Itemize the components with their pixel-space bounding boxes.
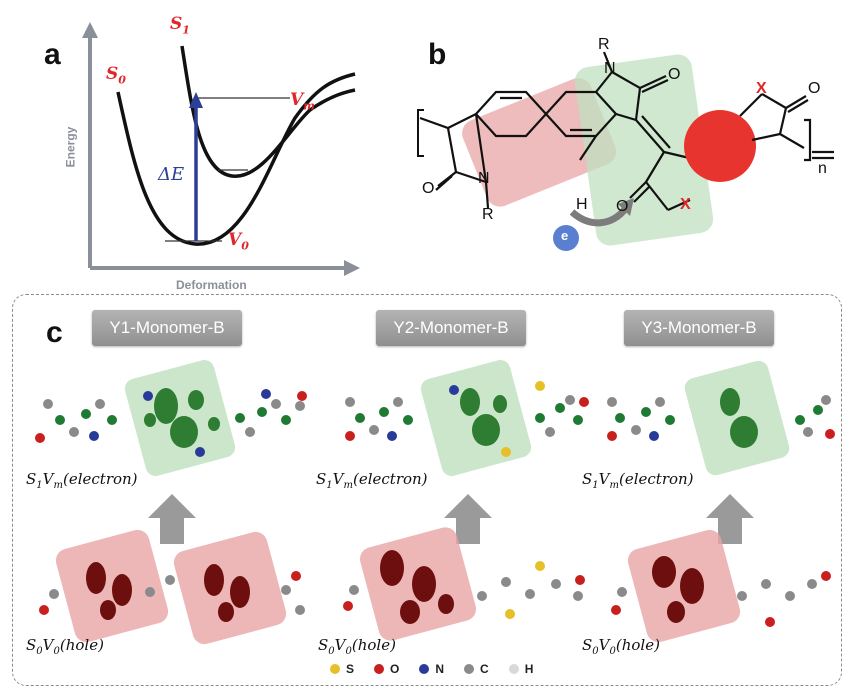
legend-dot-s xyxy=(330,664,340,674)
legend-dot-c xyxy=(464,664,475,674)
tag-y1: Y1-Monomer-B xyxy=(92,310,242,346)
vm-label: Vm xyxy=(290,90,315,113)
atom-r-bottom: R xyxy=(482,206,494,223)
right-lactam xyxy=(595,51,669,122)
tag-y3: Y3-Monomer-B xyxy=(624,310,774,346)
atom-o-right: O xyxy=(808,80,821,97)
y3-hole-molecule xyxy=(611,529,831,643)
panel-c-frame xyxy=(12,294,842,686)
legend-label-c: C xyxy=(480,662,489,676)
y1-hole-molecule xyxy=(39,529,305,645)
atom-n-top: N xyxy=(604,60,616,77)
bridge-double-bond xyxy=(629,115,699,212)
legend-label-s: S xyxy=(346,662,355,676)
electron-transfer-arrow xyxy=(569,205,629,227)
y1-electron-molecule xyxy=(35,360,307,476)
y1-electron-state-label: S1Vm(electron) xyxy=(26,470,138,491)
atom-n-bottom: N xyxy=(478,170,490,187)
y3-hole-state-label: S0V0(hole) xyxy=(582,636,660,657)
legend-item-h: H xyxy=(508,662,534,676)
panel-c-letter: c xyxy=(46,316,63,349)
panel-b-letter: b xyxy=(428,38,447,71)
atom-h: H xyxy=(576,196,588,213)
atom-o-top: O xyxy=(668,66,681,83)
v0-label: V0 xyxy=(228,230,249,253)
s0-curve xyxy=(116,72,356,246)
red-core-circle xyxy=(684,110,756,182)
y3-electron-molecule xyxy=(607,360,835,476)
legend-dot-o xyxy=(374,664,385,674)
legend-item-s: S xyxy=(330,662,354,676)
y1-hole-state-label: S0V0(hole) xyxy=(26,636,104,657)
atom-o-left: O xyxy=(422,180,435,197)
y2-electron-state-label: S1Vm(electron) xyxy=(316,470,428,491)
legend-dot-n xyxy=(419,664,430,674)
repeat-n: n xyxy=(818,160,827,177)
right-lactone xyxy=(739,93,834,162)
legend-item-n: N xyxy=(419,662,444,676)
legend-item-o: O xyxy=(374,662,399,676)
atom-x-bottom: X xyxy=(680,196,691,213)
tag-y2: Y2-Monomer-B xyxy=(376,310,526,346)
legend-label-h: H xyxy=(524,662,534,676)
legend-item-c: C xyxy=(464,662,489,676)
transition-arrows xyxy=(148,494,754,544)
delta-e-label: ΔE xyxy=(158,164,185,185)
y2-hole-state-label: S0V0(hole) xyxy=(318,636,396,657)
electron-label: e xyxy=(561,228,569,243)
atom-r-top: R xyxy=(598,36,610,53)
panel-a-letter: a xyxy=(44,38,61,71)
atom-o-bottom: O xyxy=(616,198,629,215)
left-lactam xyxy=(419,113,490,209)
axes xyxy=(82,22,360,276)
s0-label: S0 xyxy=(106,64,126,87)
legend-label-n: N xyxy=(435,662,445,676)
x-axis-label: Deformation xyxy=(176,278,247,292)
electron-ball xyxy=(553,225,579,251)
legend-dot-h xyxy=(508,664,519,674)
left-bracket xyxy=(417,109,424,157)
red-highlight-region xyxy=(462,78,617,207)
atom-legend: S O N C H xyxy=(330,662,533,676)
s1-label: S1 xyxy=(170,14,190,37)
y3-electron-state-label: S1Vm(electron) xyxy=(582,470,694,491)
green-highlight-region xyxy=(574,54,714,246)
legend-label-o: O xyxy=(390,662,400,676)
atom-x-right: X xyxy=(756,80,767,97)
y2-hole-molecule xyxy=(343,527,585,641)
y2-electron-molecule xyxy=(345,360,589,476)
